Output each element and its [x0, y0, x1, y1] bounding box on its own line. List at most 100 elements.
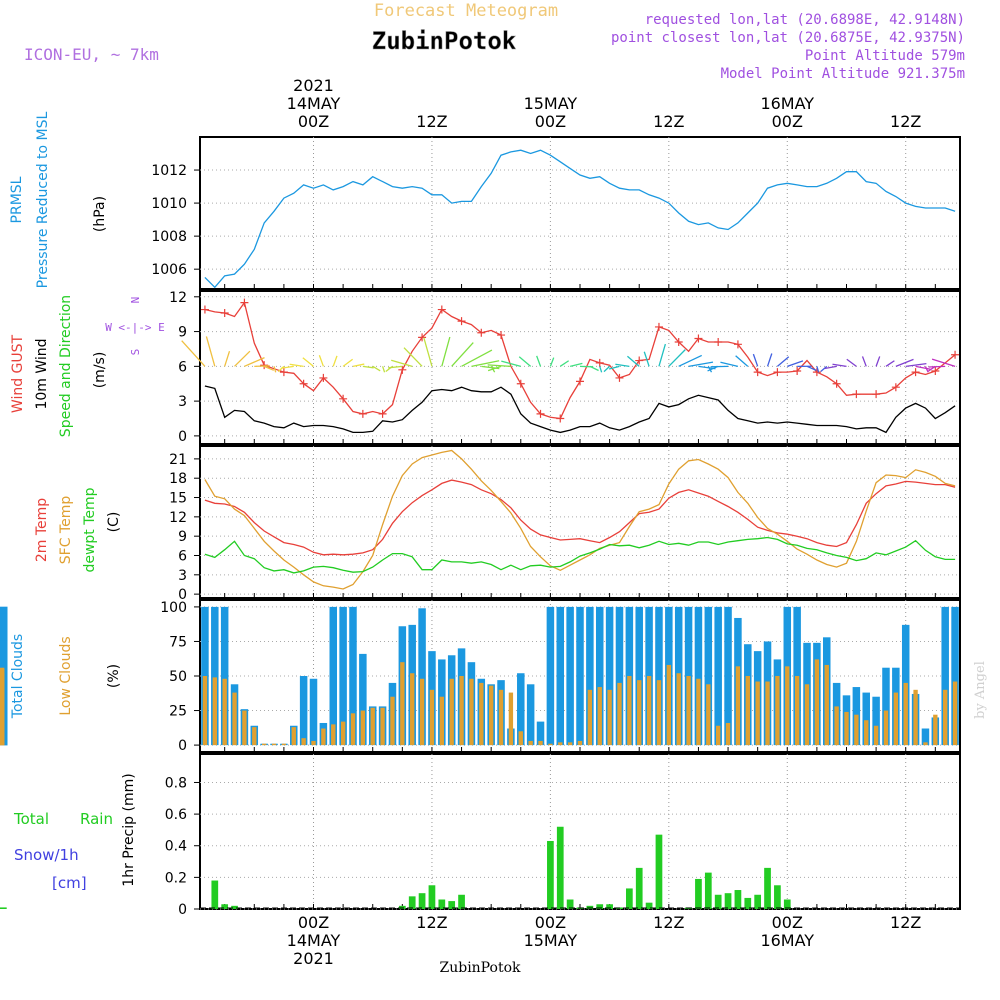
gust-marker — [200, 305, 209, 314]
low-cloud-bar — [854, 714, 859, 746]
wind-arrow — [263, 365, 275, 371]
low-cloud-bar — [498, 689, 504, 746]
low-cloud-bar — [607, 689, 612, 746]
wind-unit: (m/s) — [92, 352, 108, 389]
low-cloud-bar — [883, 710, 889, 746]
low-cloud-bar — [538, 740, 543, 746]
wind-arrow — [816, 366, 820, 373]
temperature-line-2m-temp — [204, 479, 956, 556]
gust-marker — [911, 368, 920, 377]
temperature-line-dewpt-temp — [204, 536, 956, 574]
wind-line-10m-wind — [204, 385, 956, 434]
clouds-ytick-label: 75 — [169, 634, 187, 650]
low-cloud-bar — [0, 677, 5, 746]
gust-marker — [477, 328, 486, 337]
rain-bar — [754, 894, 762, 909]
temp-sfc-label: SFC Temp — [58, 496, 74, 565]
low-cloud-bar — [439, 696, 444, 746]
low-cloud-bar — [804, 684, 810, 746]
wind-ytick-label: 12 — [169, 290, 187, 306]
total-cloud-bar — [329, 606, 337, 746]
gust-marker — [497, 331, 506, 340]
low-cloud-bar — [696, 678, 701, 746]
low-cloud-bar — [261, 743, 267, 746]
precipitation-ytick-label: 0 — [178, 902, 187, 918]
pressure-ytick-label: 1010 — [151, 196, 187, 212]
wind-arrow — [875, 356, 881, 367]
gust-marker — [595, 358, 604, 367]
rain-bar — [704, 872, 712, 909]
low-cloud-bar — [814, 659, 820, 746]
total-cloud-bar — [694, 606, 703, 746]
rain-bar — [783, 899, 791, 909]
gust-marker — [615, 373, 624, 382]
total-cloud-bar — [299, 676, 308, 746]
low-cloud-bar — [469, 678, 474, 746]
gust-marker — [891, 383, 900, 392]
wind-arrow — [280, 365, 294, 369]
total-label: Total — [13, 810, 49, 828]
rain-bar — [211, 880, 219, 909]
wind-arrow — [181, 340, 206, 367]
low-cloud-bar — [587, 689, 593, 746]
low-cloud-bar — [656, 680, 662, 746]
bottom-date-label: 00Z — [298, 913, 329, 932]
low-cloud-bar — [459, 676, 464, 746]
gust-marker — [378, 409, 387, 418]
rain-bar — [231, 905, 238, 909]
low-cloud-bar — [271, 743, 277, 746]
gust-marker — [358, 409, 367, 418]
top-date-label: 00Z — [772, 112, 803, 131]
wind-arrow — [643, 351, 650, 367]
low-cloud-bar — [923, 742, 928, 746]
low-cloud-bar — [873, 725, 879, 746]
wind-arrow — [915, 365, 931, 370]
wind-arrow — [451, 342, 474, 367]
wind-arrow — [501, 360, 521, 367]
gust-marker — [556, 414, 565, 423]
cloud-labels: Total Clouds Low Clouds (%) — [10, 634, 122, 719]
low-cloud-bar — [794, 676, 800, 746]
low-cloud-bar — [252, 727, 257, 746]
top-date-label: 12Z — [416, 112, 447, 131]
total-cloud-bar — [576, 606, 584, 746]
gust-marker — [674, 338, 683, 346]
temperature-ytick-label: 15 — [169, 491, 187, 507]
low-cloud-bar — [952, 681, 958, 746]
total-cloud-bar — [704, 606, 713, 746]
gust-marker — [279, 368, 288, 377]
low-cloud-bar — [893, 692, 899, 746]
total-cloud-bar — [418, 608, 426, 746]
gust-marker — [951, 350, 960, 359]
low-cloud-bar — [488, 685, 494, 746]
wind-arrow — [289, 363, 304, 367]
wind-arrow — [487, 364, 511, 367]
model-label: ICON-EU, ~ 7km — [24, 45, 159, 64]
total-cloud-bar — [586, 606, 594, 746]
wind-arrow — [820, 365, 828, 373]
low-cloud-bar — [637, 680, 642, 746]
low-cloud-bar — [775, 676, 780, 746]
total-cloud-bar — [941, 606, 949, 746]
total-cloud-bar — [605, 606, 614, 746]
top-date-label: 2021 — [293, 76, 334, 95]
wind-arrow — [824, 365, 837, 370]
low-cloud-bar — [903, 682, 908, 746]
wind-arrow — [905, 363, 927, 367]
wind-ytick-label: 6 — [178, 359, 187, 375]
total-cloud-bar — [546, 606, 555, 746]
wind-arrow — [608, 365, 620, 370]
gust-marker — [714, 338, 723, 346]
total-cloud-bar — [339, 606, 347, 746]
total-cloud-bar — [862, 692, 870, 746]
low-cloud-bar — [429, 689, 435, 746]
rain-bar — [606, 904, 613, 909]
wind-arrow — [273, 366, 277, 373]
clouds-unit: (%) — [106, 664, 122, 688]
precipitation-ytick-label: 0.4 — [165, 839, 187, 855]
wind-arrow — [403, 347, 423, 367]
clouds-ytick-label: 0 — [178, 738, 187, 754]
wind-ytick-label: 0 — [178, 429, 187, 445]
temperature-ytick-label: 6 — [178, 548, 187, 564]
wind-arrow — [806, 365, 817, 371]
